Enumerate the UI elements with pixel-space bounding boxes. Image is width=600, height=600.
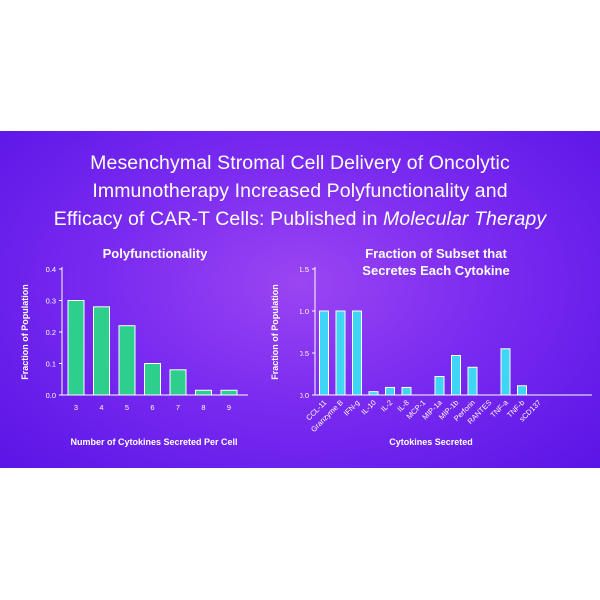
bar-IL-8: [401, 386, 412, 396]
bar-5: [118, 325, 136, 396]
bar-TNF-b: [517, 385, 527, 396]
x-tick-label: IL-2: [379, 398, 395, 414]
y-tick-label: 0.3: [46, 297, 56, 306]
polyfunctionality-chart: Polyfunctionality 0.0 0.1 0.2 0.3 0.4 Fraction…: [20, 246, 280, 447]
bar-Perforin: [467, 366, 478, 396]
y-axis-label: Fraction of Population: [20, 284, 30, 380]
bar-CCL-11: [319, 310, 329, 396]
x-tick-label: 6: [150, 403, 154, 412]
y-tick-label: 0.5: [300, 349, 309, 358]
bar-8: [195, 389, 212, 396]
headline-line-3: Efficacy of CAR-T Cells: Published in: [53, 208, 384, 230]
cytokine-fraction-chart: Fraction of Subset that Secretes Each Cyt…: [300, 246, 592, 447]
y-axis-label: Fraction of Population: [270, 284, 280, 380]
y-tick-label: 0.0: [46, 391, 56, 400]
x-tick-label: IL-10: [359, 398, 377, 416]
y-tick-label: 1.5: [300, 265, 309, 274]
bar-MIP-1a: [434, 376, 445, 396]
y-tick-label: 0.1: [46, 360, 56, 369]
bar-7: [169, 369, 187, 396]
chart-title: Secretes Each Cytokine: [362, 263, 509, 278]
x-axis-label: Number of Cytokines Secreted Per Cell: [70, 437, 237, 447]
y-tick-label: 0.2: [46, 328, 56, 337]
headline: Mesenchymal Stromal Cell Delivery of Onc…: [20, 149, 580, 233]
journal-name: Molecular Therapy: [383, 208, 547, 230]
bar-MIP-1b: [451, 355, 461, 396]
y-tick-label: 0.4: [46, 265, 56, 274]
bar-Granzyme B: [335, 310, 346, 396]
x-tick-label: 4: [99, 403, 103, 412]
bar-IL-2: [385, 386, 395, 396]
headline-line-2: Immunotherapy Increased Polyfunctionalit…: [92, 180, 508, 202]
x-tick-label: 3: [74, 403, 78, 412]
chart-title: Fraction of Subset that: [365, 246, 507, 261]
x-axis-label: Cytokines Secreted: [389, 437, 473, 447]
x-tick-label: 9: [227, 403, 231, 412]
banner: Mesenchymal Stromal Cell Delivery of Onc…: [0, 131, 600, 468]
bar-IL-10: [368, 391, 379, 396]
bar-6: [144, 363, 161, 396]
bar-4: [93, 306, 110, 396]
y-tick-label: 1.0: [300, 307, 309, 316]
chart-title: Polyfunctionality: [103, 246, 209, 261]
headline-line-1: Mesenchymal Stromal Cell Delivery of Onc…: [90, 152, 510, 174]
x-tick-label: 8: [201, 403, 205, 412]
x-tick-label: IFN-g: [342, 398, 362, 418]
y-tick-label: 0.0: [300, 391, 309, 400]
bar-9: [220, 389, 238, 396]
bar-IFN-g: [352, 310, 362, 396]
bar-TNF-a: [500, 348, 511, 396]
bar-3: [67, 300, 85, 396]
x-tick-label: 7: [176, 403, 180, 412]
x-tick-label: 5: [125, 403, 129, 412]
